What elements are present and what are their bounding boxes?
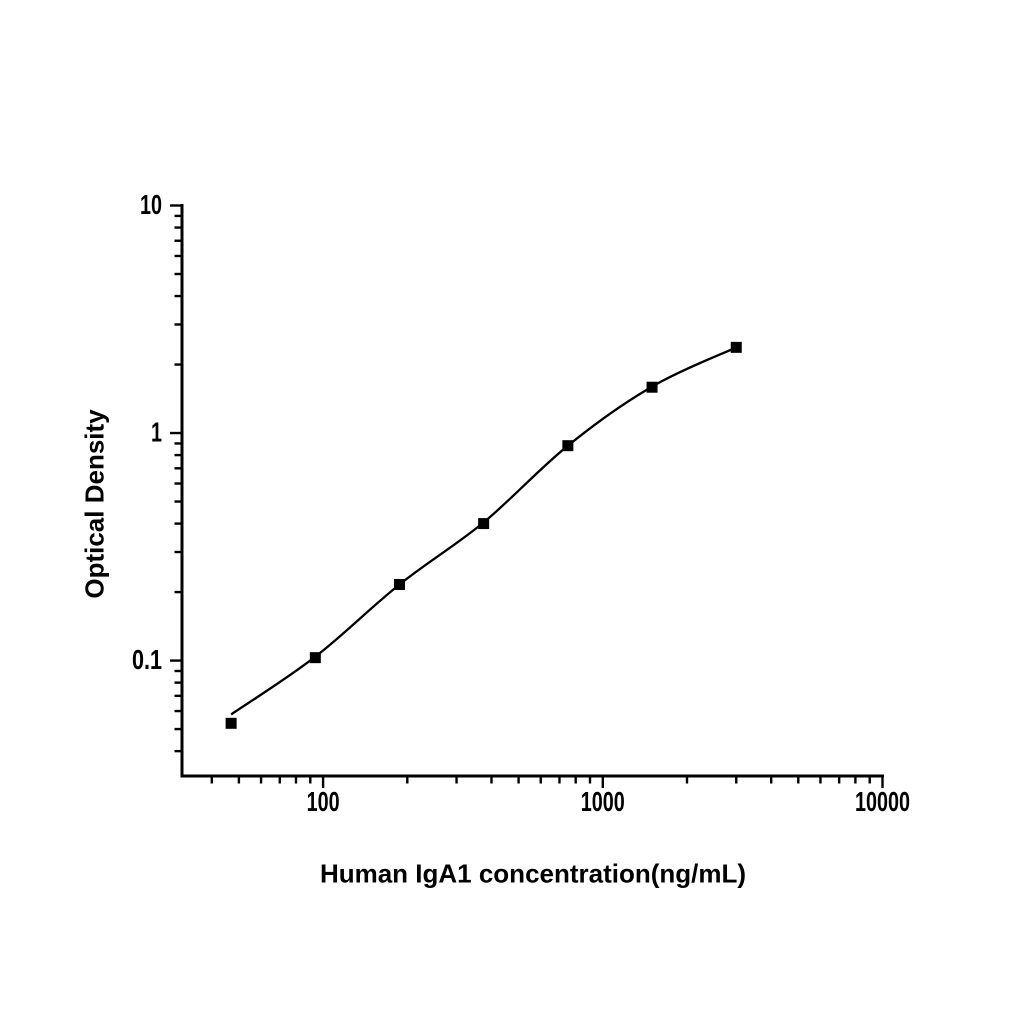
data-point-marker (393, 578, 405, 590)
data-point-marker (562, 440, 574, 452)
y-axis-title: Optical Density (79, 409, 110, 599)
x-axis-title: Human IgA1 concentration(ng/mL) (319, 858, 747, 889)
x-tick-label: 1000 (581, 786, 625, 817)
y-tick-label: 1 (151, 417, 162, 448)
data-point-marker (309, 652, 321, 664)
x-tick-label: 100 (307, 786, 340, 817)
x-tick-label: 10000 (855, 786, 910, 817)
y-tick-label: 0.1 (132, 644, 162, 675)
data-point-marker (478, 518, 490, 530)
fit-curve-line (230, 346, 737, 716)
data-point-marker (646, 381, 658, 393)
data-point-marker (225, 717, 237, 729)
y-tick-label: 10 (140, 189, 162, 220)
data-point-marker (730, 341, 742, 353)
